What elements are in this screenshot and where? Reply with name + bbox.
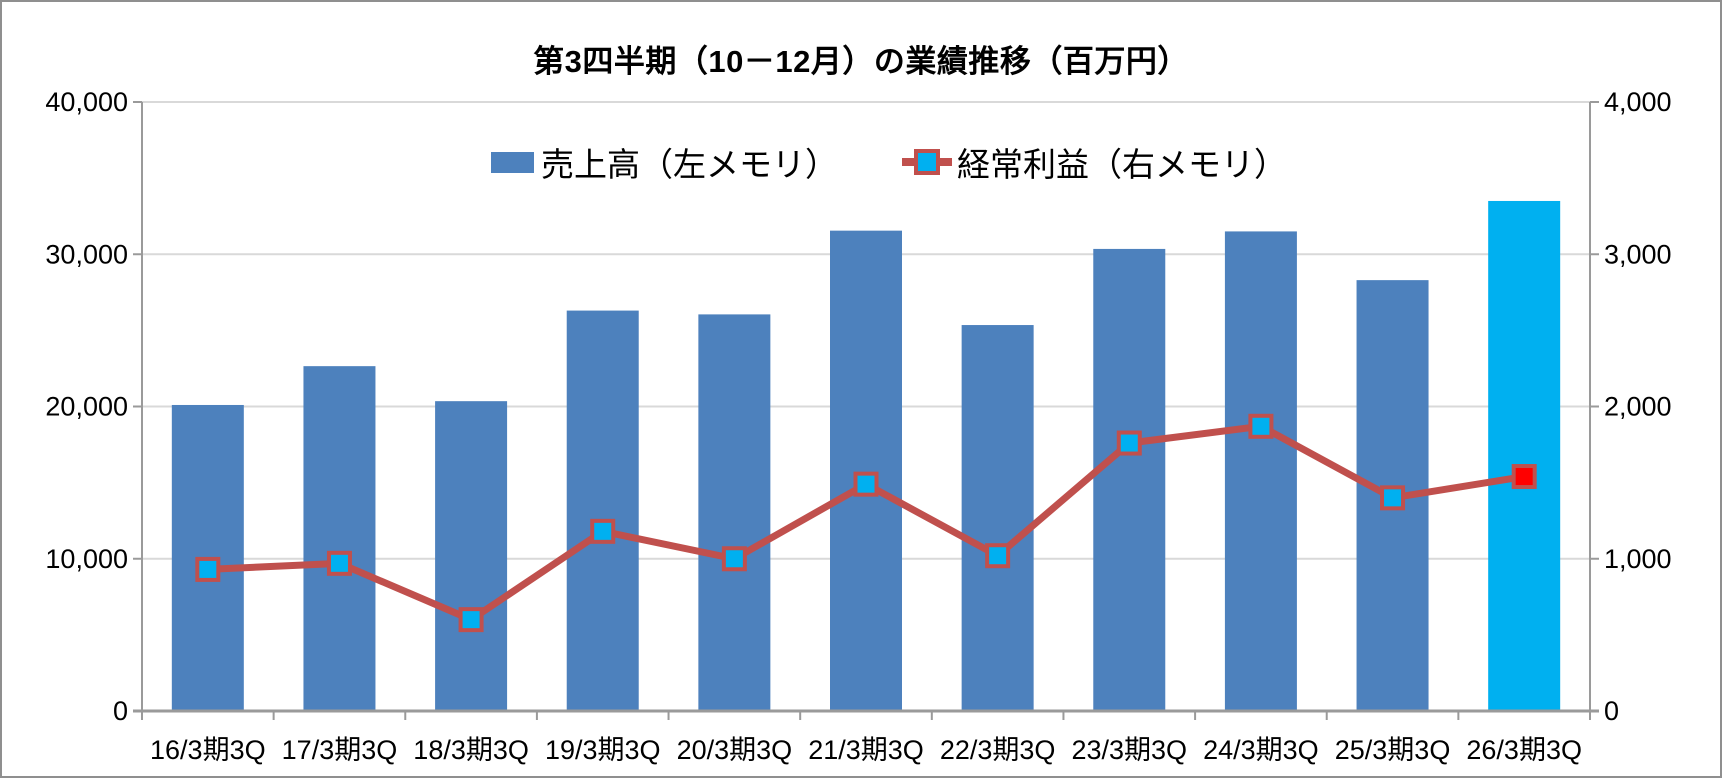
legend-item-profit: 経常利益（右メモリ） [902,138,1287,186]
right-axis-label: 1,000 [1604,544,1672,574]
profit-marker-22/3期3Q [985,543,1011,569]
left-axis-label: 20,000 [45,392,128,422]
right-axis-label: 0 [1604,696,1619,726]
x-axis-label: 16/3期3Q [150,735,266,765]
left-axis-label: 30,000 [45,239,128,269]
bar-21/3期3Q [830,230,902,711]
profit-marker-26/3期3Q [1511,464,1537,490]
bar-23/3期3Q [1093,248,1166,711]
bar-18/3期3Q [435,401,508,711]
x-axis-label: 23/3期3Q [1071,735,1187,765]
bar-26/3期3Q [1488,200,1561,711]
x-axis-label: 18/3期3Q [413,735,529,765]
x-axis-label: 21/3期3Q [808,735,924,765]
bar-19/3期3Q [566,310,639,711]
left-axis-label: 0 [113,696,128,726]
chart-title: 第3四半期（10－12月）の業績推移（百万円） [533,44,1189,79]
sales-bar-swatch-icon [491,151,534,173]
legend: 売上高（左メモリ） 経常利益（右メモリ） [30,138,1720,186]
bar-20/3期3Q [698,314,771,711]
profit-marker-19/3期3Q [590,518,616,544]
x-axis-label: 20/3期3Q [677,735,793,765]
x-axis-label: 24/3期3Q [1203,735,1319,765]
profit-marker-21/3期3Q [853,471,879,497]
left-axis-label: 40,000 [45,87,128,117]
left-axis-label: 10,000 [45,544,128,574]
bar-17/3期3Q [303,366,376,711]
right-axis-label: 3,000 [1604,239,1672,269]
profit-line-marker-icon [902,148,952,176]
bar-22/3期3Q [961,325,1034,711]
right-axis-label: 2,000 [1604,392,1672,422]
x-axis-label: 17/3期3Q [282,735,398,765]
profit-marker-20/3期3Q [721,546,747,572]
legend-item-sales: 売上高（左メモリ） [491,138,838,186]
x-axis-label: 26/3期3Q [1466,735,1582,765]
profit-marker-16/3期3Q [195,556,221,582]
bar-24/3期3Q [1224,231,1297,711]
sales-legend-label: 売上高（左メモリ） [541,146,838,183]
x-axis-label: 25/3期3Q [1335,735,1451,765]
profit-marker-25/3期3Q [1380,485,1406,511]
x-axis-label: 19/3期3Q [545,735,661,765]
profit-marker-17/3期3Q [326,550,352,576]
right-axis-label: 4,000 [1604,87,1672,117]
x-axis-label: 22/3期3Q [940,735,1056,765]
profit-marker-swatch [914,149,940,175]
profit-marker-24/3期3Q [1248,413,1274,439]
profit-marker-18/3期3Q [458,607,484,633]
profit-marker-23/3期3Q [1116,430,1142,456]
profit-legend-label: 経常利益（右メモリ） [957,146,1287,183]
